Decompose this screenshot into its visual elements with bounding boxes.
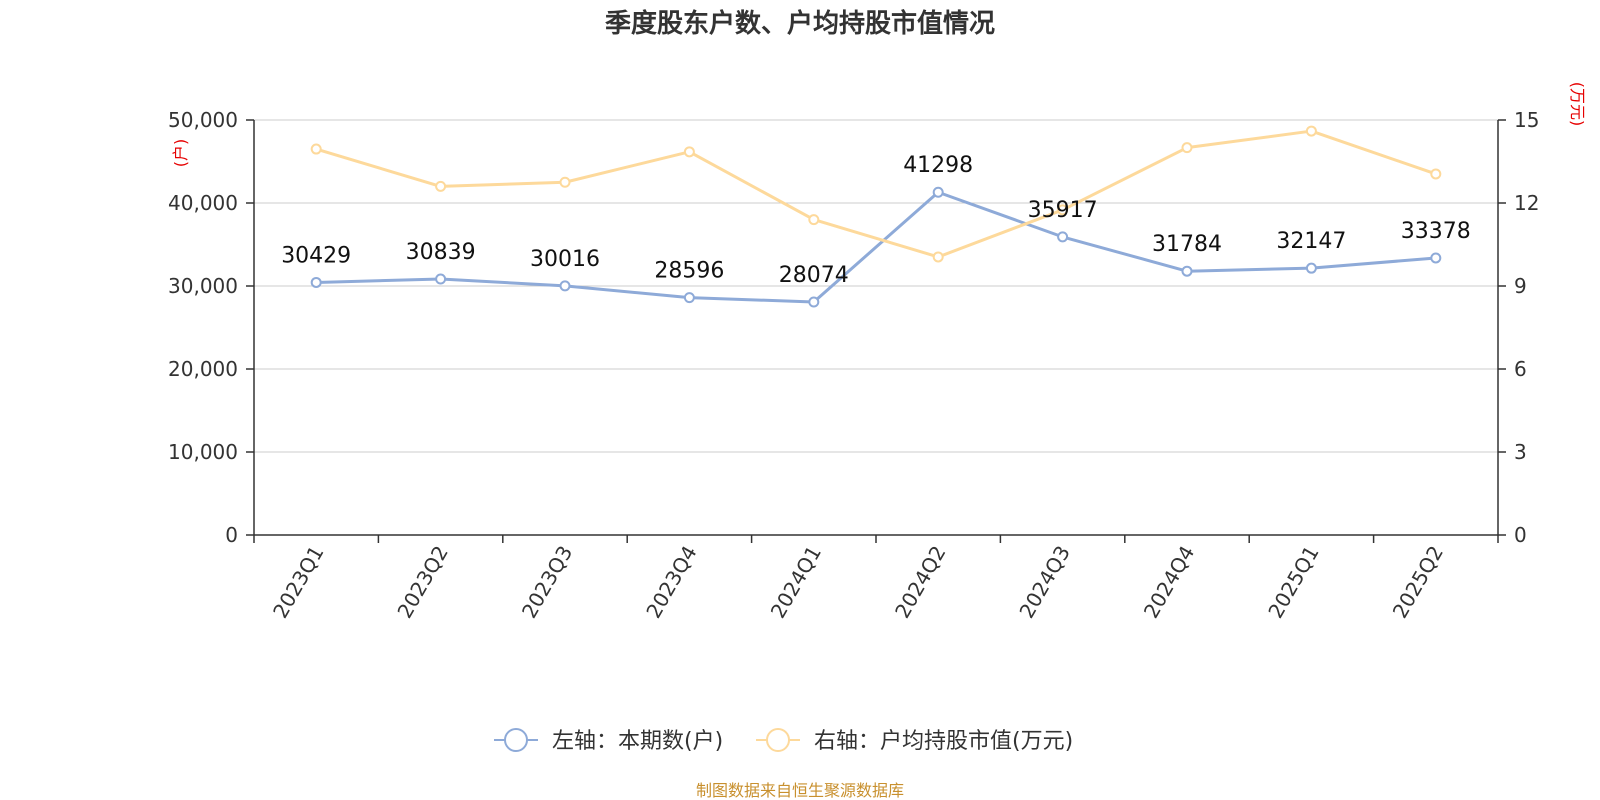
data-point (1305, 262, 1317, 274)
data-point (559, 280, 571, 292)
data-point (808, 214, 820, 226)
legend[interactable]: 左轴：本期数(户) 右轴：户均持股市值(万元) (494, 728, 1073, 754)
legend-circle-icon (504, 728, 528, 752)
data-label: 30429 (281, 243, 351, 268)
grid-layer (254, 119, 1498, 453)
axis-layer: 0 10,000 20,000 30,000 40,000 50,000 0 3 6 9 12 15 2… (168, 108, 1539, 622)
legend-label-holders: 左轴：本期数(户) (552, 729, 723, 754)
data-point (310, 143, 322, 155)
data-label: 30839 (406, 240, 476, 265)
legend-item-value[interactable]: 右轴：户均持股市值(万元) (756, 728, 1073, 754)
data-label: 35917 (1028, 198, 1098, 223)
x-tick-label: 2023Q4 (641, 542, 701, 623)
data-point (1057, 204, 1069, 216)
right-tick-label: 0 (1514, 523, 1527, 547)
data-point (1430, 252, 1442, 264)
data-point (1181, 265, 1193, 277)
x-tick-label: 2023Q2 (392, 542, 452, 623)
data-point (932, 186, 944, 198)
right-axis-unit: (万元) (1568, 82, 1587, 127)
source-note: 制图数据来自恒生聚源数据库 (696, 781, 904, 800)
series-layer (310, 125, 1442, 308)
data-point (808, 296, 820, 308)
left-tick-label: 0 (225, 523, 238, 547)
left-tick-label: 50,000 (168, 108, 238, 132)
data-label: 41298 (903, 153, 973, 178)
data-point (310, 276, 322, 288)
data-label: 30016 (530, 247, 600, 272)
left-tick-label: 20,000 (168, 357, 238, 381)
left-axis-unit: (户) (171, 139, 190, 168)
left-tick-label: 10,000 (168, 440, 238, 464)
left-tick-label: 30,000 (168, 274, 238, 298)
chart-title: 季度股东户数、户均持股市值情况 (605, 8, 995, 39)
right-tick-label: 12 (1514, 191, 1539, 215)
left-tick-label: 40,000 (168, 191, 238, 215)
data-label: 28596 (654, 259, 724, 284)
x-tick-label: 2024Q3 (1014, 542, 1074, 623)
data-point (1305, 125, 1317, 137)
x-tick-label: 2024Q4 (1139, 542, 1199, 623)
x-tick-label: 2025Q1 (1263, 542, 1323, 623)
data-point (1181, 142, 1193, 154)
x-tick-label: 2024Q1 (766, 542, 826, 623)
data-point (435, 273, 447, 285)
data-point (683, 292, 695, 304)
data-label-layer: 30429 30839 30016 28596 28074 41298 35917 31784… (281, 153, 1471, 288)
series-line-holders (316, 190, 1436, 304)
right-tick-label: 9 (1514, 274, 1527, 298)
right-tick-label: 3 (1514, 440, 1527, 464)
right-tick-label: 15 (1514, 108, 1539, 132)
x-tick-label: 2023Q1 (268, 542, 328, 623)
legend-item-holders[interactable]: 左轴：本期数(户) (494, 728, 723, 754)
data-label: 28074 (779, 263, 849, 288)
data-point (435, 180, 447, 192)
data-point (1057, 231, 1069, 243)
data-point (1430, 168, 1442, 180)
data-point (559, 176, 571, 188)
legend-circle-icon (766, 728, 790, 752)
data-label: 32147 (1276, 229, 1346, 254)
data-label: 33378 (1401, 219, 1471, 244)
series-line-value (315, 129, 1437, 259)
x-tick-label: 2024Q2 (890, 541, 950, 622)
data-point (932, 251, 944, 263)
data-point (683, 146, 695, 158)
right-tick-label: 6 (1514, 357, 1527, 381)
x-tick-label: 2023Q3 (517, 542, 577, 623)
x-tick-label: 2025Q2 (1388, 542, 1448, 623)
data-label: 31784 (1152, 232, 1222, 257)
legend-label-value: 右轴：户均持股市值(万元) (814, 729, 1073, 754)
